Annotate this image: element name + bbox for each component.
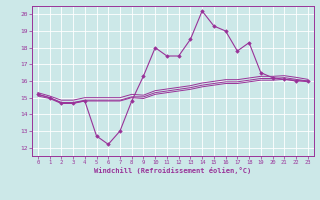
X-axis label: Windchill (Refroidissement éolien,°C): Windchill (Refroidissement éolien,°C) xyxy=(94,167,252,174)
